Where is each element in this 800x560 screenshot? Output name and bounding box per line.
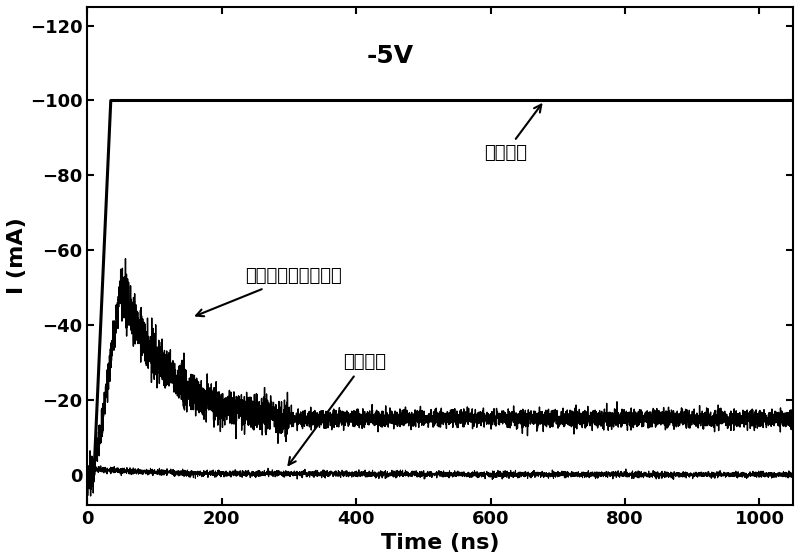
Text: 通过漏电薄膜总电流: 通过漏电薄膜总电流 bbox=[196, 267, 342, 316]
Text: 极化脉冲: 极化脉冲 bbox=[484, 105, 542, 162]
Y-axis label: I (mA): I (mA) bbox=[7, 217, 27, 294]
Text: -5V: -5V bbox=[366, 44, 414, 68]
Text: 位移电流: 位移电流 bbox=[289, 353, 386, 465]
X-axis label: Time (ns): Time (ns) bbox=[381, 533, 499, 553]
